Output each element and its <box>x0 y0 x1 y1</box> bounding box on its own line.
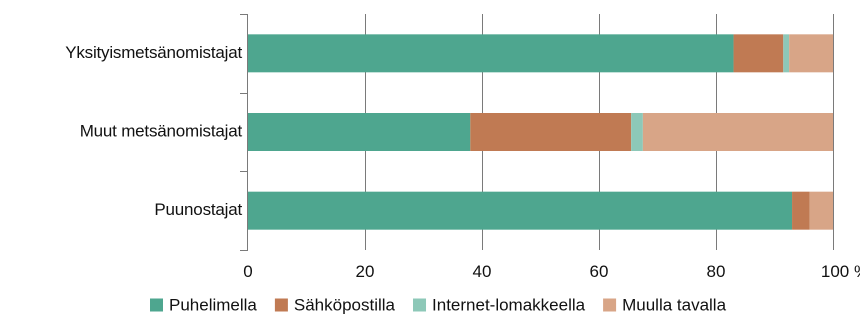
legend: Puhelimella Sähköpostilla Internet-lomakke… <box>150 295 727 314</box>
legend-swatch <box>150 298 163 312</box>
legend-label: Puhelimella <box>169 295 257 314</box>
category-label: Puunostajat <box>154 200 242 219</box>
legend-swatch <box>603 298 617 312</box>
bar-segment <box>248 113 471 151</box>
bar-segment <box>809 191 833 230</box>
legend-item: Sähköpostilla <box>274 295 396 314</box>
bar-segment <box>248 34 734 73</box>
bar-segment <box>789 34 834 73</box>
y-axis <box>240 14 248 251</box>
bars <box>248 34 834 230</box>
legend-swatch <box>413 298 427 312</box>
category-labels: Yksityismetsänomistajat Muut metsänomista… <box>65 43 242 219</box>
bar-segment <box>642 113 834 151</box>
bar-segment <box>792 191 810 230</box>
legend-item: Muulla tavalla <box>603 295 727 314</box>
legend-label: Internet-lomakkeella <box>432 295 586 314</box>
bar-segment <box>248 191 793 230</box>
legend-swatch <box>274 298 288 312</box>
x-tick-label: 60 <box>590 262 609 281</box>
bar-segment <box>470 113 632 151</box>
x-tick-label: 0 <box>243 262 252 281</box>
legend-item: Internet-lomakkeella <box>413 295 586 314</box>
bar-segment <box>631 113 643 151</box>
x-tick-label: 20 <box>356 262 375 281</box>
bar-segment <box>783 34 790 73</box>
legend-item: Puhelimella <box>150 295 257 314</box>
x-tick-label: 40 <box>473 262 492 281</box>
x-tick-labels: 0 20 40 60 80 100 % <box>243 262 860 281</box>
category-label: Yksityismetsänomistajat <box>65 43 242 62</box>
bar-segment <box>733 34 784 73</box>
x-tick-label: 80 <box>707 262 726 281</box>
x-tick-label: 100 % <box>821 262 860 281</box>
category-label: Muut metsänomistajat <box>80 121 243 140</box>
legend-label: Muulla tavalla <box>622 295 726 314</box>
legend-label: Sähköpostilla <box>294 295 396 314</box>
